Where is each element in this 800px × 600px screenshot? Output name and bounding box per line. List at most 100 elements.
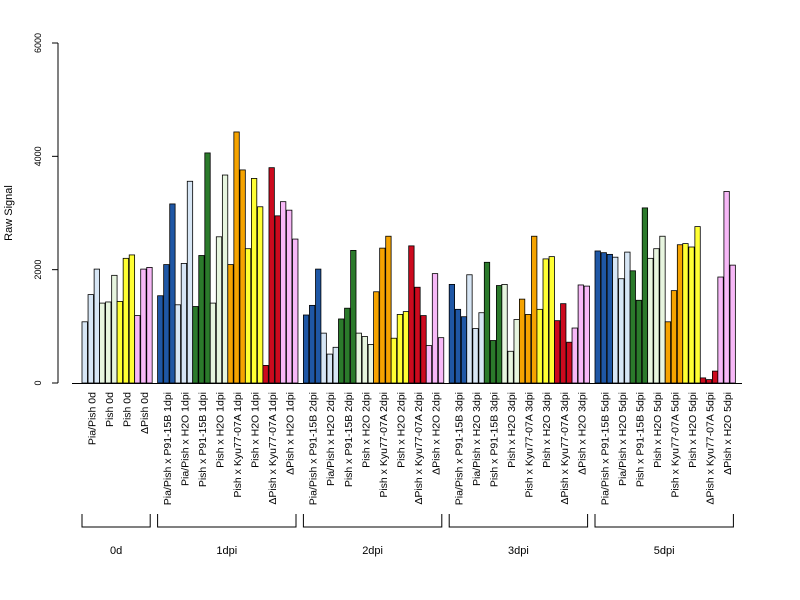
bar xyxy=(186,180,194,384)
bar xyxy=(244,248,252,384)
bar xyxy=(694,226,701,384)
bar xyxy=(466,274,473,384)
x-tick-label: Pish x H2O 5dpi xyxy=(652,392,664,468)
group-brackets: 0d 1dpi 2dpi 3dpi 5dpi xyxy=(81,514,734,557)
bar xyxy=(507,350,514,384)
x-tick-label: Pish x P91-15B 5dpi xyxy=(634,392,646,487)
bar xyxy=(257,206,264,384)
group-bracket xyxy=(302,514,443,528)
group-bracket xyxy=(594,514,734,528)
bar xyxy=(712,370,719,384)
bar xyxy=(105,301,112,384)
x-tick-label: Pish x P91-15B 2dpi xyxy=(343,392,355,487)
group-bracket xyxy=(81,514,151,528)
y-axis-label: Raw Signal xyxy=(3,185,15,241)
bar xyxy=(373,291,380,384)
bar xyxy=(408,245,415,384)
bar xyxy=(344,307,351,384)
bar xyxy=(192,306,199,384)
bar xyxy=(425,345,433,384)
bar xyxy=(215,236,223,384)
bar xyxy=(594,250,601,384)
x-tick-label: Pish x Kyu77-07A 1dpi xyxy=(232,392,244,498)
bar xyxy=(134,315,141,384)
bar xyxy=(566,341,573,384)
bar xyxy=(396,314,404,384)
bar xyxy=(635,299,642,384)
group-bracket xyxy=(448,514,589,528)
bar xyxy=(320,332,327,384)
bar xyxy=(723,191,730,384)
group-label: 2dpi xyxy=(362,545,383,557)
x-tick-label: Pish x H2O 1dpi xyxy=(215,392,227,468)
bar xyxy=(519,298,526,384)
bar xyxy=(379,247,386,384)
bar xyxy=(140,268,147,384)
bar xyxy=(122,257,129,384)
bar xyxy=(280,201,287,384)
bar xyxy=(460,316,468,384)
x-tick-label: Pish x H2O 2dpi xyxy=(360,392,372,468)
bar xyxy=(302,314,310,384)
bar xyxy=(350,249,357,384)
bar xyxy=(536,308,543,384)
x-tick-label: Pia/Pish x H2O 5dpi xyxy=(617,392,629,486)
bar xyxy=(221,174,229,384)
bar xyxy=(664,321,672,384)
x-tick-label: ΔPish x H2O 3dpi xyxy=(576,392,588,475)
x-tick-label: Pish x H2O 3dpi xyxy=(541,392,553,468)
x-tick-label: Pish 0d xyxy=(104,392,116,427)
bar xyxy=(262,365,269,384)
x-tick-label: Pish x H2O 2dpi xyxy=(395,392,407,468)
x-tick-labels: Pia/Pish 0d Pish 0d Pish 0d ΔPish 0d Pia/Pis… xyxy=(86,392,734,505)
bar xyxy=(431,273,439,384)
bar xyxy=(111,274,118,384)
x-tick-label: ΔPish x Kyu77-07A 2dpi xyxy=(413,392,425,505)
x-tick-label: Pia/Pish x H2O 1dpi xyxy=(179,392,191,486)
bar xyxy=(292,238,299,384)
y-tick-label: 2000 xyxy=(33,260,43,280)
bar xyxy=(146,266,153,384)
x-tick-label: ΔPish x Kyu77-07A 1dpi xyxy=(267,392,279,505)
bar xyxy=(448,283,456,384)
x-tick-label: Pish x H2O 5dpi xyxy=(687,392,699,468)
bar xyxy=(239,169,246,384)
x-tick-label: Pish x P91-15B 1dpi xyxy=(197,392,209,487)
bar xyxy=(682,243,689,384)
bar xyxy=(361,336,368,384)
bar xyxy=(612,256,619,384)
bar xyxy=(251,178,258,384)
bar xyxy=(560,303,567,384)
bar xyxy=(332,346,339,384)
bar xyxy=(676,244,684,384)
bar xyxy=(501,283,508,384)
bar xyxy=(367,344,374,384)
bar xyxy=(478,312,485,384)
bar xyxy=(548,256,555,384)
bar xyxy=(647,257,654,384)
bar xyxy=(705,379,713,384)
bar xyxy=(653,248,660,384)
bar xyxy=(618,278,625,384)
x-tick-label: Pia/Pish x P91-15B 2dpi xyxy=(308,392,320,505)
y-tick-label: 4000 xyxy=(33,146,43,166)
bar xyxy=(338,318,345,384)
bar xyxy=(157,295,164,384)
x-tick-label: Pia/Pish 0d xyxy=(86,392,98,445)
bar xyxy=(390,337,397,384)
bar xyxy=(624,251,631,384)
bar xyxy=(577,284,584,384)
bar xyxy=(629,270,636,384)
bar xyxy=(198,255,205,384)
bar xyxy=(641,207,649,384)
x-tick-label: ΔPish 0d xyxy=(139,392,151,434)
x-tick-label: ΔPish x H2O 2dpi xyxy=(431,392,443,475)
bar xyxy=(169,203,176,384)
bar xyxy=(315,268,322,384)
bar xyxy=(659,235,666,384)
bar xyxy=(204,152,211,384)
x-tick-label: ΔPish x H2O 5dpi xyxy=(722,392,734,475)
bar xyxy=(174,304,181,384)
bar xyxy=(420,315,427,384)
